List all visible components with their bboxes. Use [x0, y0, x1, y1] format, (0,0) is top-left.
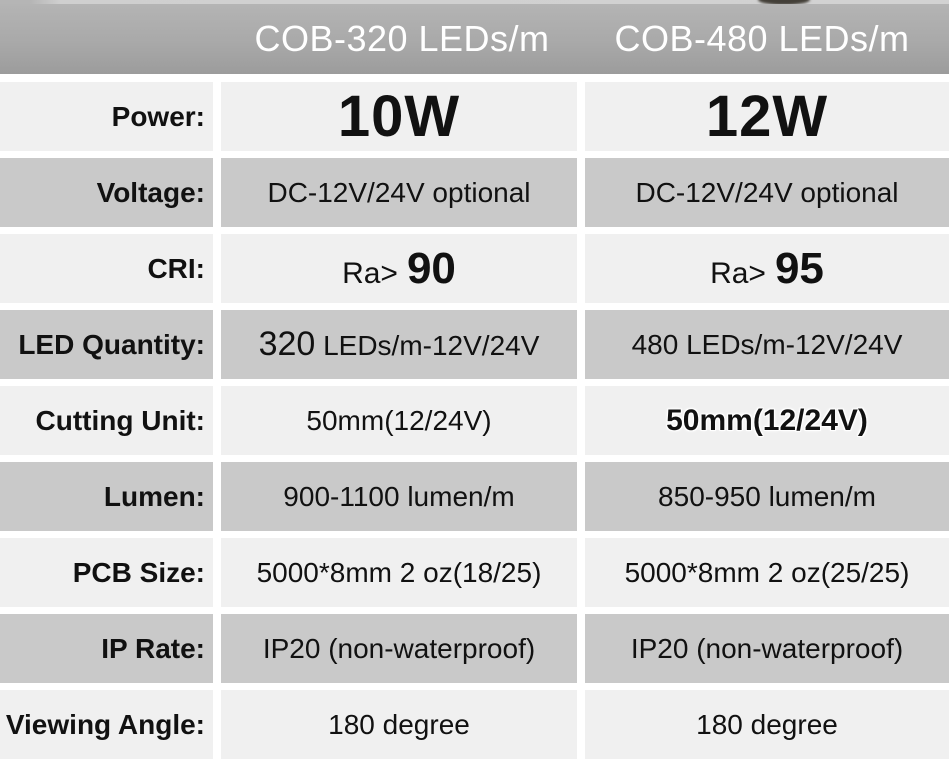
value-cell: IP20 (non-waterproof) [585, 614, 949, 683]
value-cell: 850-950 lumen/m [585, 462, 949, 531]
cri-value: 95 [774, 243, 824, 293]
photo-fragment-artifact [758, 0, 810, 5]
value-cell: 900-1100 lumen/m [221, 462, 577, 531]
cutting-unit-highlight: 50mm(12/24V) [666, 403, 868, 437]
value-cell: 180 degree [221, 690, 577, 759]
value-cell: Ra> 95 [585, 234, 949, 303]
cri-prefix: Ra> [710, 256, 766, 290]
header-spacer [0, 4, 222, 74]
value-cell: DC-12V/24V optional [221, 158, 577, 227]
value-cell: IP20 (non-waterproof) [221, 614, 577, 683]
row-label: Voltage: [0, 158, 213, 227]
value-cell: 320 LEDs/m-12V/24V [221, 310, 577, 379]
led-count-suffix: LEDs/m-12V/24V [315, 330, 540, 361]
table-header: COB-320 LEDs/m COB-480 LEDs/m [0, 4, 949, 74]
value-cell: 480 LEDs/m-12V/24V [585, 310, 949, 379]
row-label: Viewing Angle: [0, 690, 213, 759]
power-value: 12W [705, 84, 829, 149]
column-header-cob-320: COB-320 LEDs/m [254, 18, 550, 59]
power-value: 10W [337, 84, 461, 149]
value-cell: Ra> 90 [221, 234, 577, 303]
value-cell: 5000*8mm 2 oz(18/25) [221, 538, 577, 607]
cri-value: 90 [406, 243, 456, 293]
row-label: LED Quantity: [0, 310, 213, 379]
value-cell: 50mm(12/24V) [585, 386, 949, 455]
row-label: Lumen: [0, 462, 213, 531]
column-header-cob-480: COB-480 LEDs/m [614, 18, 910, 59]
row-label: Power: [0, 82, 213, 151]
row-label: CRI: [0, 234, 213, 303]
spec-grid: Power: 10W 12W Voltage: DC-12V/24V optio… [0, 82, 949, 759]
cri-prefix: Ra> [342, 256, 398, 290]
value-cell: 5000*8mm 2 oz(25/25) [585, 538, 949, 607]
value-cell: 180 degree [585, 690, 949, 759]
row-label: Cutting Unit: [0, 386, 213, 455]
value-cell: DC-12V/24V optional [585, 158, 949, 227]
led-count: 320 [258, 325, 316, 363]
value-cell: 10W [221, 82, 577, 151]
row-label: IP Rate: [0, 614, 213, 683]
value-cell: 50mm(12/24V) [221, 386, 577, 455]
top-photo-edge-strip [0, 0, 949, 5]
row-label: PCB Size: [0, 538, 213, 607]
value-cell: 12W [585, 82, 949, 151]
